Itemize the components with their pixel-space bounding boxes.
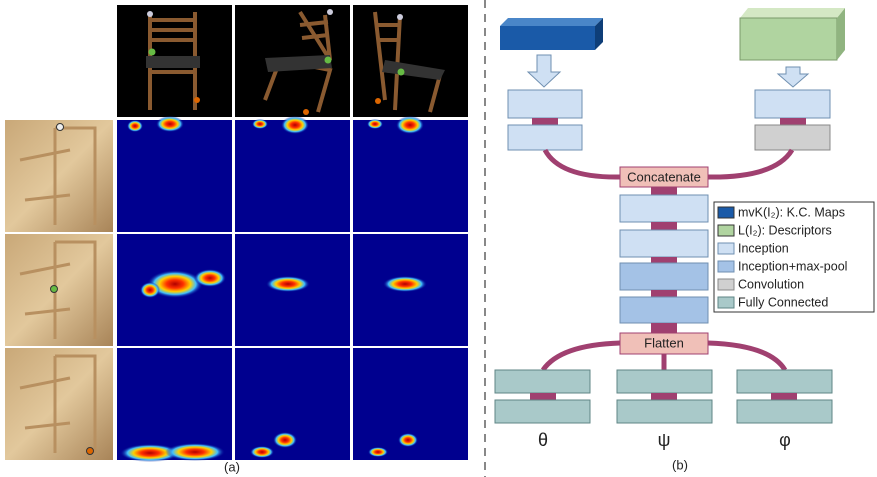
legend-label: Inception+max-pool xyxy=(738,259,847,273)
flatten-label: Flatten xyxy=(644,335,684,350)
legend-label: mvK(I₂): K.C. Maps xyxy=(738,205,845,219)
caption-a: (a) xyxy=(224,459,240,474)
output-label: ψ xyxy=(658,430,671,450)
network-diagram xyxy=(494,8,845,424)
chair-photos xyxy=(5,120,113,460)
legend: mvK(I₂): K.C. Maps L(I₂): Descriptors In… xyxy=(713,201,875,313)
output-label: θ xyxy=(538,430,548,450)
caption-b: (b) xyxy=(672,457,688,472)
output-label: φ xyxy=(779,430,791,450)
legend-label: Convolution xyxy=(738,277,804,291)
concatenate-label: Concatenate xyxy=(627,169,701,184)
legend-label: Inception xyxy=(738,241,789,255)
chair-renders xyxy=(117,5,468,117)
legend-label: L(I₂): Descriptors xyxy=(738,223,832,237)
legend-label: Fully Connected xyxy=(738,295,828,309)
heatmaps xyxy=(117,116,468,462)
